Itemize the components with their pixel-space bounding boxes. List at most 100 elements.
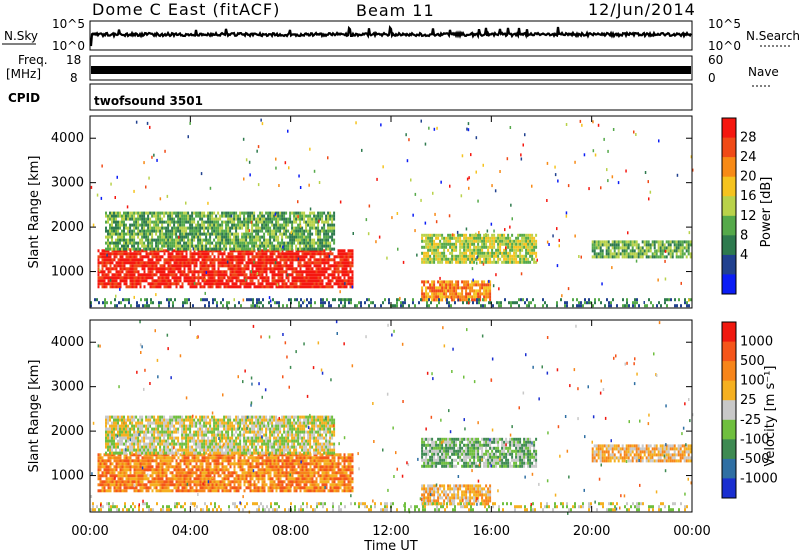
data-cell [661,243,664,247]
data-cell [449,286,452,290]
data-cell [217,267,220,271]
data-cell [425,286,428,290]
data-cell [161,238,164,242]
data-cell [143,232,146,236]
data-cell [683,246,686,250]
data-cell [349,276,352,280]
data-cell [463,283,466,287]
data-cell [499,236,502,240]
data-cell [455,257,458,261]
data-cell [281,252,284,256]
data-cell [317,226,320,230]
data-cell [145,255,148,259]
data-cell [692,168,694,172]
data-cell [137,474,140,478]
data-cell [309,249,312,253]
data-cell [171,241,174,245]
data-cell [509,254,512,258]
data-cell [625,246,628,250]
data-cell [649,190,652,194]
data-cell [183,267,186,271]
data-cell [159,486,162,490]
data-cell [263,226,266,230]
data-cell [117,273,120,277]
data-cell [125,238,127,242]
data-cell [310,298,312,302]
data-cell [247,285,250,289]
data-cell [165,238,168,242]
data-cell [97,453,100,457]
data-cell [143,161,145,165]
data-cell [161,223,164,227]
data-cell [109,471,112,475]
data-cell [179,477,182,481]
data-cell [173,226,176,230]
data-cell [523,254,526,258]
data-cell [179,211,182,215]
data-cell [311,238,314,242]
data-cell [523,242,526,246]
data-cell [111,252,114,256]
data-cell [380,123,382,127]
data-cell [147,252,150,256]
data-cell [623,240,626,244]
data-cell [167,249,170,253]
data-cell [191,465,194,469]
data-cell [103,471,106,475]
data-cell [207,241,210,245]
data-cell [135,223,138,227]
data-cell [147,214,150,218]
data-cell [159,214,162,218]
data-cell [135,468,138,472]
data-cell [109,474,112,478]
data-cell [323,267,326,271]
data-cell [327,241,330,245]
data-cell [167,456,170,460]
data-cell [115,459,118,463]
data-cell [137,465,140,469]
data-cell [299,267,302,271]
data-cell [117,456,120,460]
data-cell [317,279,320,283]
data-cell [109,264,112,268]
data-cell [213,270,216,274]
data-cell [445,292,448,296]
data-cell [109,255,112,259]
data-cell [225,229,228,233]
data-cell [271,258,274,262]
data-cell [659,243,662,247]
data-cell [207,468,210,472]
data-cell [179,474,182,478]
data-cell [343,270,346,274]
data-cell [601,255,604,259]
data-cell [263,214,266,218]
data-cell [129,285,132,289]
data-cell [256,149,258,153]
data-cell [294,298,296,302]
data-cell [233,267,236,271]
data-cell [497,254,500,258]
data-cell [677,243,680,247]
data-cell [313,270,316,274]
data-cell [507,251,510,255]
data-cell [651,240,654,244]
data-cell [507,242,510,246]
data-cell [485,260,488,264]
data-cell [103,468,106,472]
data-cell [600,301,602,305]
data-cell [142,304,144,308]
data-cell [147,486,150,490]
data-cell [101,486,104,490]
data-cell [119,480,122,484]
data-cell [229,252,232,256]
data-cell [109,247,111,251]
data-cell [221,282,224,286]
data-cell [423,292,426,296]
data-cell [175,229,178,233]
data-cell [313,244,316,248]
data-cell [439,276,441,280]
data-cell [279,244,282,248]
data-cell [177,279,180,283]
data-cell [613,243,616,247]
